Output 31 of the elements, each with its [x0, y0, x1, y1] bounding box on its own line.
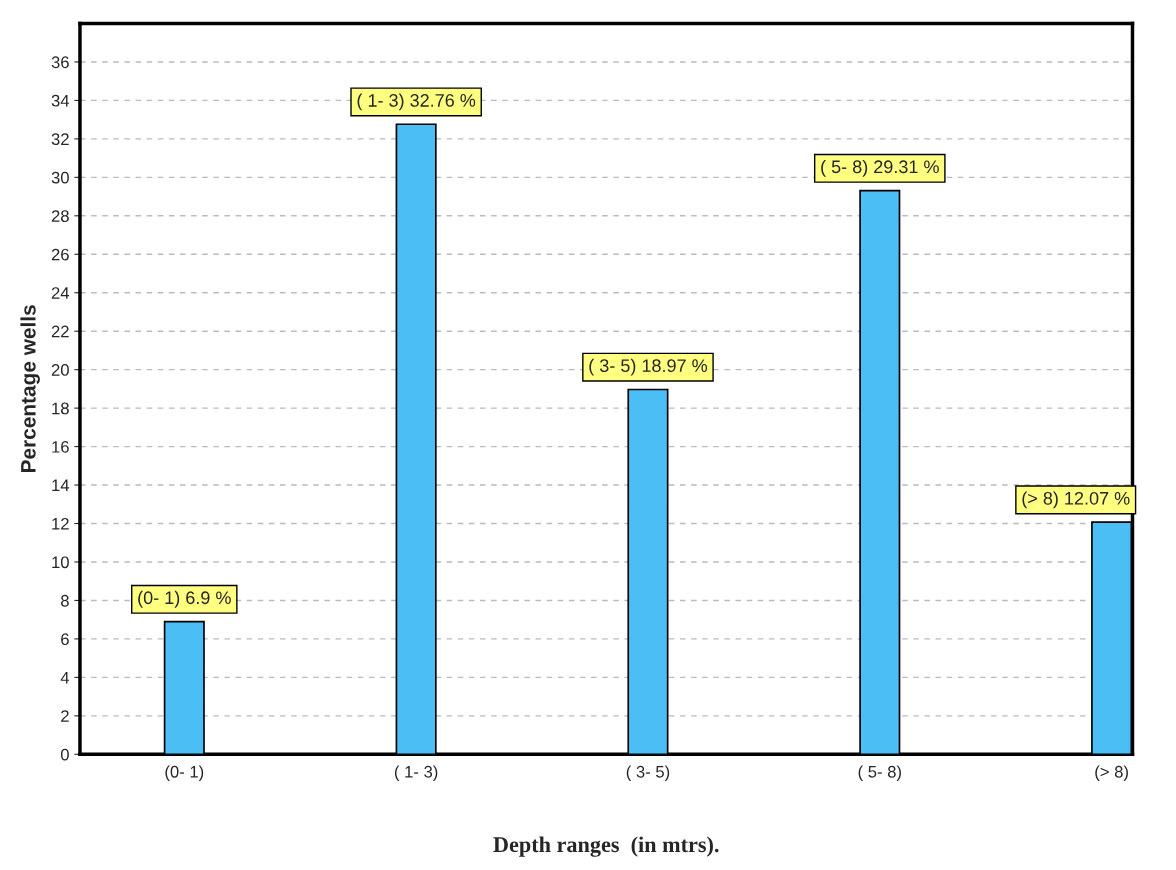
y-tick-label: 32 — [51, 133, 69, 146]
y-tick-label: 28 — [51, 210, 69, 223]
y-tick-label: 6 — [61, 633, 69, 646]
y-tick-label: 0 — [60, 748, 69, 761]
y-tick-label: 4 — [60, 671, 70, 684]
x-tick-label: ( 1- 3) — [394, 765, 438, 781]
y-tick-label: 26 — [51, 248, 69, 261]
x-tick-label: ( 5- 8) — [858, 765, 901, 781]
data-label: (> 8) 12.07 % — [1022, 491, 1130, 509]
y-tick-label: 16 — [52, 440, 69, 453]
y-tick-label: 12 — [52, 517, 69, 530]
x-axis-title: Depth ranges (in mtrs). — [493, 836, 719, 857]
y-tick-label: 2 — [61, 710, 69, 722]
y-tick-label: 36 — [51, 56, 69, 69]
y-tick-label: 14 — [52, 479, 70, 492]
y-tick-label: 18 — [52, 402, 69, 415]
x-tick-label: ( 3- 5) — [626, 765, 670, 781]
data-label: ( 5- 8) 29.31 % — [821, 159, 939, 177]
y-tick-label: 30 — [51, 171, 69, 184]
y-tick-label: 20 — [51, 364, 69, 376]
y-tick-label: 10 — [52, 556, 69, 569]
data-label: ( 3- 5) 18.97 % — [589, 358, 708, 376]
y-tick-label: 8 — [61, 594, 69, 607]
data-label: ( 1- 3) 32.76 % — [357, 93, 476, 111]
data-label: (0- 1) 6.9 % — [138, 590, 231, 608]
x-tick-label: (> 8) — [1095, 765, 1128, 781]
y-tick-label: 24 — [51, 287, 70, 299]
x-tick-label: (0- 1) — [165, 765, 204, 781]
y-axis-title: Percentage wells — [20, 305, 40, 473]
y-tick-label: 22 — [51, 325, 69, 338]
y-tick-label: 34 — [51, 94, 70, 107]
